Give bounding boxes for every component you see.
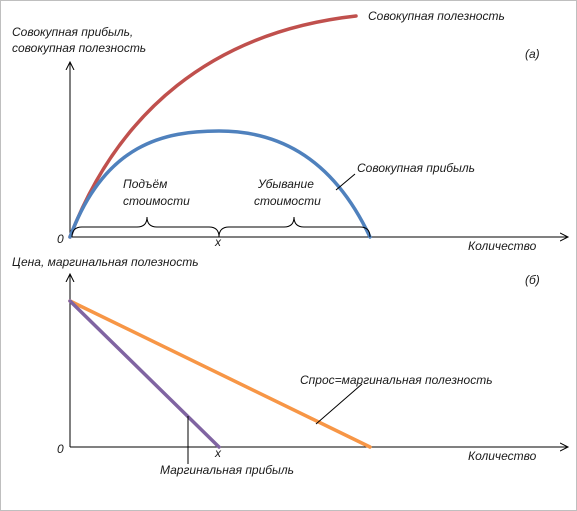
total-profit-curve [68,129,372,239]
panel-b-origin-label: 0 [57,442,64,456]
panel-a-x-point-label: x [214,235,222,249]
total-utility-curve [68,14,358,239]
panel-a-origin-label: 0 [57,232,64,246]
panel-a-tag: (а) [525,47,540,61]
marginal-profit-line [68,299,221,449]
demand-leader [315,383,363,425]
panel-b-tag: (б) [525,273,540,287]
panel-b-x-point-label: x [214,446,222,460]
panel-a-y-axis-label-2: совокупная полезность [12,41,146,55]
demand-label: Спрос=маргинальная полезность [300,373,493,387]
rising-value-brace [71,216,220,238]
panel-b: Цена, маргинальная полезность (б) Спрос=… [12,255,568,477]
falling-value-label-2: стоимости [254,194,321,208]
total-profit-leader [335,173,356,191]
demand-line [68,299,372,449]
panel-b-y-axis-label: Цена, маргинальная полезность [12,255,199,269]
panel-a-y-axis-label-1: Совокупная прибыль, [12,25,133,39]
panel-a: Совокупная прибыль, совокупная полезност… [12,9,568,253]
total-utility-label: Совокупная полезность [368,9,505,23]
falling-value-label-1: Убывание [257,177,314,191]
panel-a-x-axis-label: Количество [468,239,537,253]
marginal-profit-label: Маргинальная прибыль [160,463,294,477]
panel-b-x-axis-label: Количество [468,449,537,463]
falling-value-brace [218,216,371,238]
total-profit-label: Совокупная прибыль [357,161,475,175]
rising-value-label-2: стоимости [123,194,190,208]
rising-value-label-1: Подъём [123,177,167,191]
